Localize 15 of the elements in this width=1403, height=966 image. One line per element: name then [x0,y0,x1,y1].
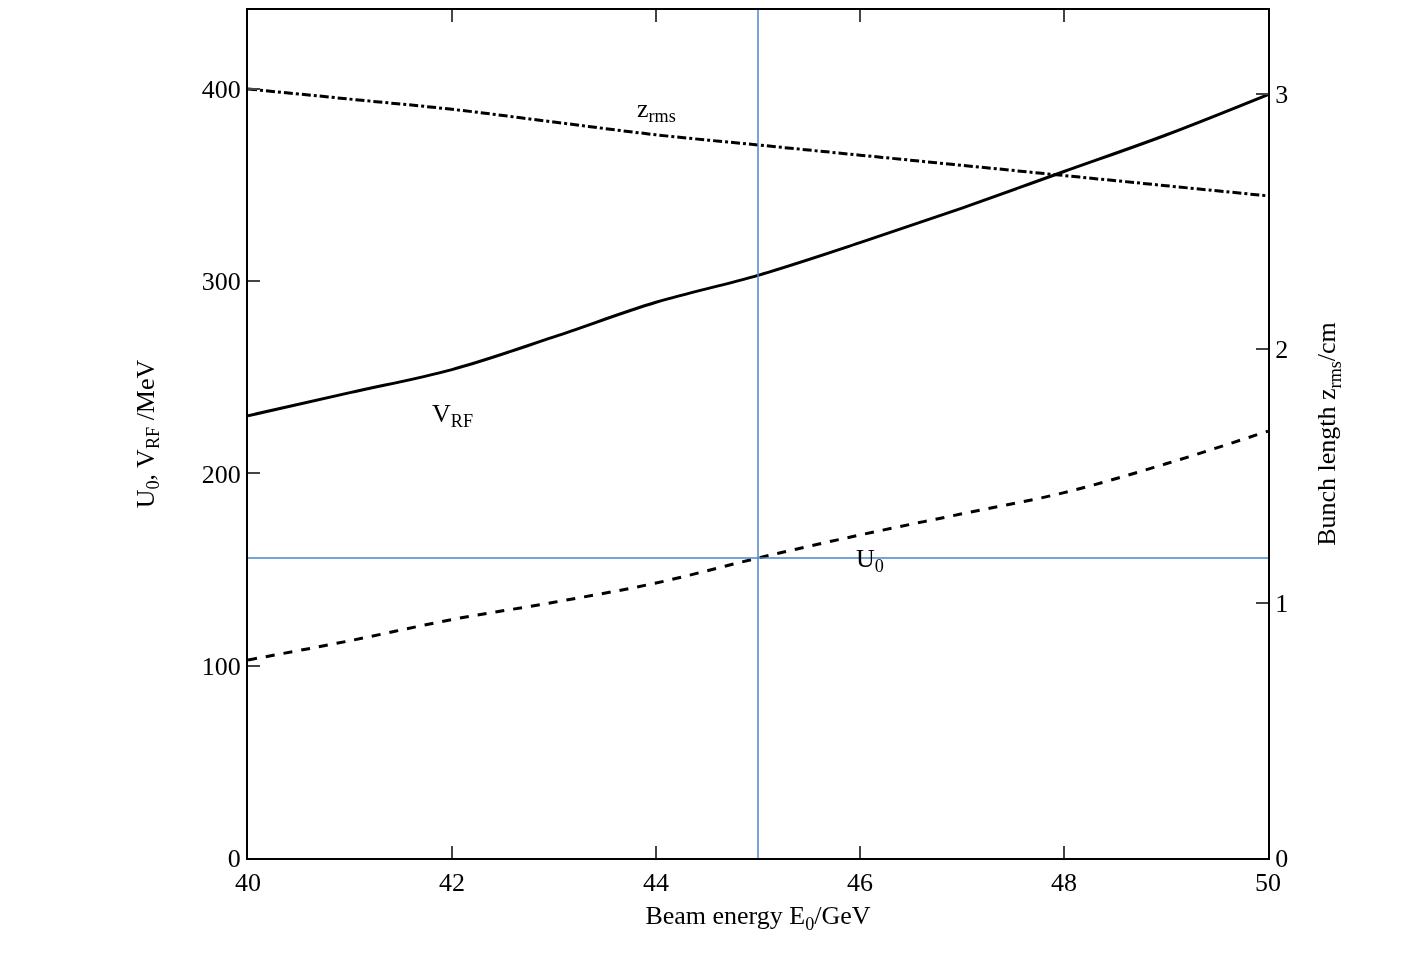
y-tick-label: 100 [201,651,241,681]
y2-tick-label: 2 [1275,334,1289,364]
y2-tick-label: 3 [1275,80,1289,110]
series-label: V$_{RF}$ [432,399,474,432]
x-tick-label: 44 [643,868,669,898]
y-tick-label: 300 [201,267,241,297]
series-label: z$_{rms}$ [637,94,676,127]
x-axis-title: Beam energy E$_{0}$/GeV [645,901,871,934]
series-label: U$_{0}$ [856,544,884,577]
y2-tick-label: 1 [1275,589,1289,619]
x-tick-label: 46 [847,868,873,898]
y-tick-label: 200 [201,459,241,489]
x-tick-label: 42 [439,868,465,898]
y-tick-label: 400 [201,74,241,104]
x-tick-label: 48 [1051,868,1077,898]
